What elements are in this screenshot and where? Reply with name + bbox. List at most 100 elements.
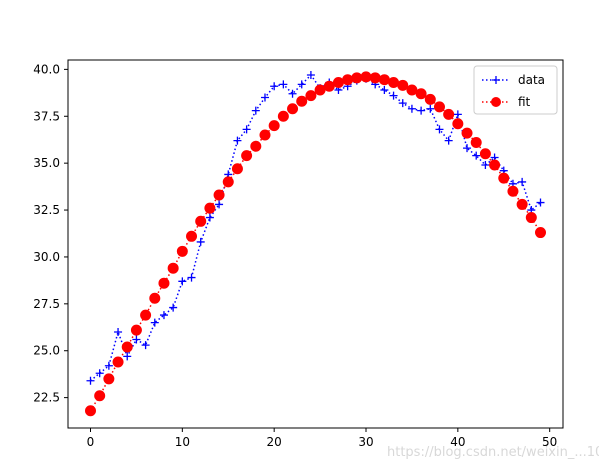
- data-point-data: [306, 71, 315, 80]
- data-point-fit: [130, 324, 142, 336]
- data-point-fit: [479, 148, 491, 160]
- data-point-data: [518, 177, 527, 186]
- data-point-fit: [195, 215, 207, 227]
- data-point-fit: [406, 84, 418, 96]
- data-point-fit: [296, 95, 308, 107]
- data-point-fit: [213, 189, 225, 201]
- data-point-data: [270, 82, 279, 91]
- data-point-fit: [516, 198, 528, 210]
- data-point-data: [95, 369, 104, 378]
- legend-marker: [492, 76, 500, 84]
- data-point-data: [380, 86, 389, 95]
- data-point-data: [453, 110, 462, 119]
- data-point-data: [104, 361, 113, 370]
- x-tick-label: 0: [87, 435, 95, 449]
- data-point-fit: [525, 212, 537, 224]
- data-point-data: [251, 106, 260, 115]
- legend-label: fit: [518, 95, 531, 109]
- data-point-data: [472, 151, 481, 160]
- y-tick-label: 25.0: [33, 344, 60, 358]
- data-point-fit: [259, 129, 271, 141]
- y-tick-label: 40.0: [33, 62, 60, 76]
- data-point-fit: [121, 341, 133, 353]
- data-point-fit: [360, 71, 372, 83]
- legend: data fit: [473, 65, 558, 115]
- data-point-fit: [85, 405, 96, 417]
- data-point-data: [435, 125, 444, 134]
- data-point-fit: [535, 227, 546, 239]
- data-point-fit: [507, 185, 519, 197]
- data-point-data: [288, 89, 297, 98]
- data-point-data: [444, 136, 453, 145]
- data-point-fit: [287, 103, 299, 115]
- data-point-fit: [342, 74, 354, 86]
- legend-marker: [491, 97, 501, 107]
- x-tick-label: 20: [267, 435, 282, 449]
- data-point-fit: [397, 79, 409, 91]
- data-point-fit: [231, 163, 243, 175]
- data-point-data: [481, 161, 490, 170]
- data-point-fit: [433, 101, 445, 113]
- data-point-fit: [268, 120, 280, 132]
- y-tick-label: 27.5: [33, 297, 60, 311]
- data-point-data: [123, 352, 132, 361]
- legend-label: data: [518, 73, 545, 87]
- data-point-fit: [158, 277, 170, 289]
- data-point-data: [233, 136, 242, 145]
- data-point-fit: [489, 159, 501, 171]
- data-point-data: [398, 99, 407, 108]
- x-axis: 0 10 20 30 40 50: [87, 428, 557, 449]
- series-fit: [85, 71, 546, 417]
- data-point-data: [426, 104, 435, 113]
- series-line-fit: [89, 76, 542, 412]
- y-tick-label: 35.0: [33, 156, 60, 170]
- data-point-fit: [452, 118, 464, 130]
- data-point-fit: [204, 202, 216, 214]
- data-point-data: [417, 106, 426, 115]
- data-point-data: [279, 80, 288, 89]
- series-line-data: [90, 73, 541, 382]
- data-point-fit: [222, 176, 234, 188]
- x-tick-label: 10: [175, 435, 190, 449]
- data-point-fit: [498, 172, 510, 184]
- plot-area: [85, 71, 546, 417]
- data-point-fit: [149, 292, 161, 304]
- data-point-fit: [351, 72, 363, 84]
- y-tick-label: 30.0: [33, 250, 60, 264]
- data-point-fit: [140, 309, 152, 321]
- data-point-data: [205, 213, 214, 222]
- series-data: [86, 71, 545, 385]
- data-point-data: [178, 277, 187, 286]
- data-point-fit: [277, 110, 289, 122]
- data-point-fit: [415, 88, 427, 100]
- data-point-data: [187, 273, 196, 282]
- data-point-fit: [176, 245, 188, 257]
- axes-frame: [67, 59, 564, 429]
- data-point-fit: [470, 137, 482, 149]
- data-point-data: [150, 318, 159, 327]
- data-point-fit: [241, 150, 253, 162]
- data-point-fit: [443, 108, 455, 120]
- data-point-fit: [332, 77, 344, 89]
- data-point-data: [86, 376, 95, 385]
- data-point-data: [159, 311, 168, 320]
- data-point-fit: [323, 80, 335, 92]
- data-point-data: [196, 237, 205, 246]
- data-point-data: [463, 144, 472, 153]
- data-point-fit: [186, 230, 198, 242]
- legend-entry-data: data: [482, 73, 545, 87]
- data-point-fit: [388, 77, 400, 89]
- data-point-fit: [103, 373, 115, 385]
- data-point-data: [141, 341, 150, 350]
- data-point-data: [389, 91, 398, 100]
- x-tick-label: 30: [358, 435, 373, 449]
- y-tick-label: 37.5: [33, 109, 60, 123]
- data-point-fit: [461, 127, 473, 139]
- y-axis: 22.5 25.0 27.5 30.0 32.5 35.0 37.5 40.0: [33, 62, 68, 405]
- data-point-fit: [250, 140, 262, 152]
- x-tick-label: 50: [542, 435, 557, 449]
- x-tick-label: 40: [450, 435, 465, 449]
- data-point-data: [114, 327, 123, 336]
- y-tick-label: 22.5: [33, 391, 60, 405]
